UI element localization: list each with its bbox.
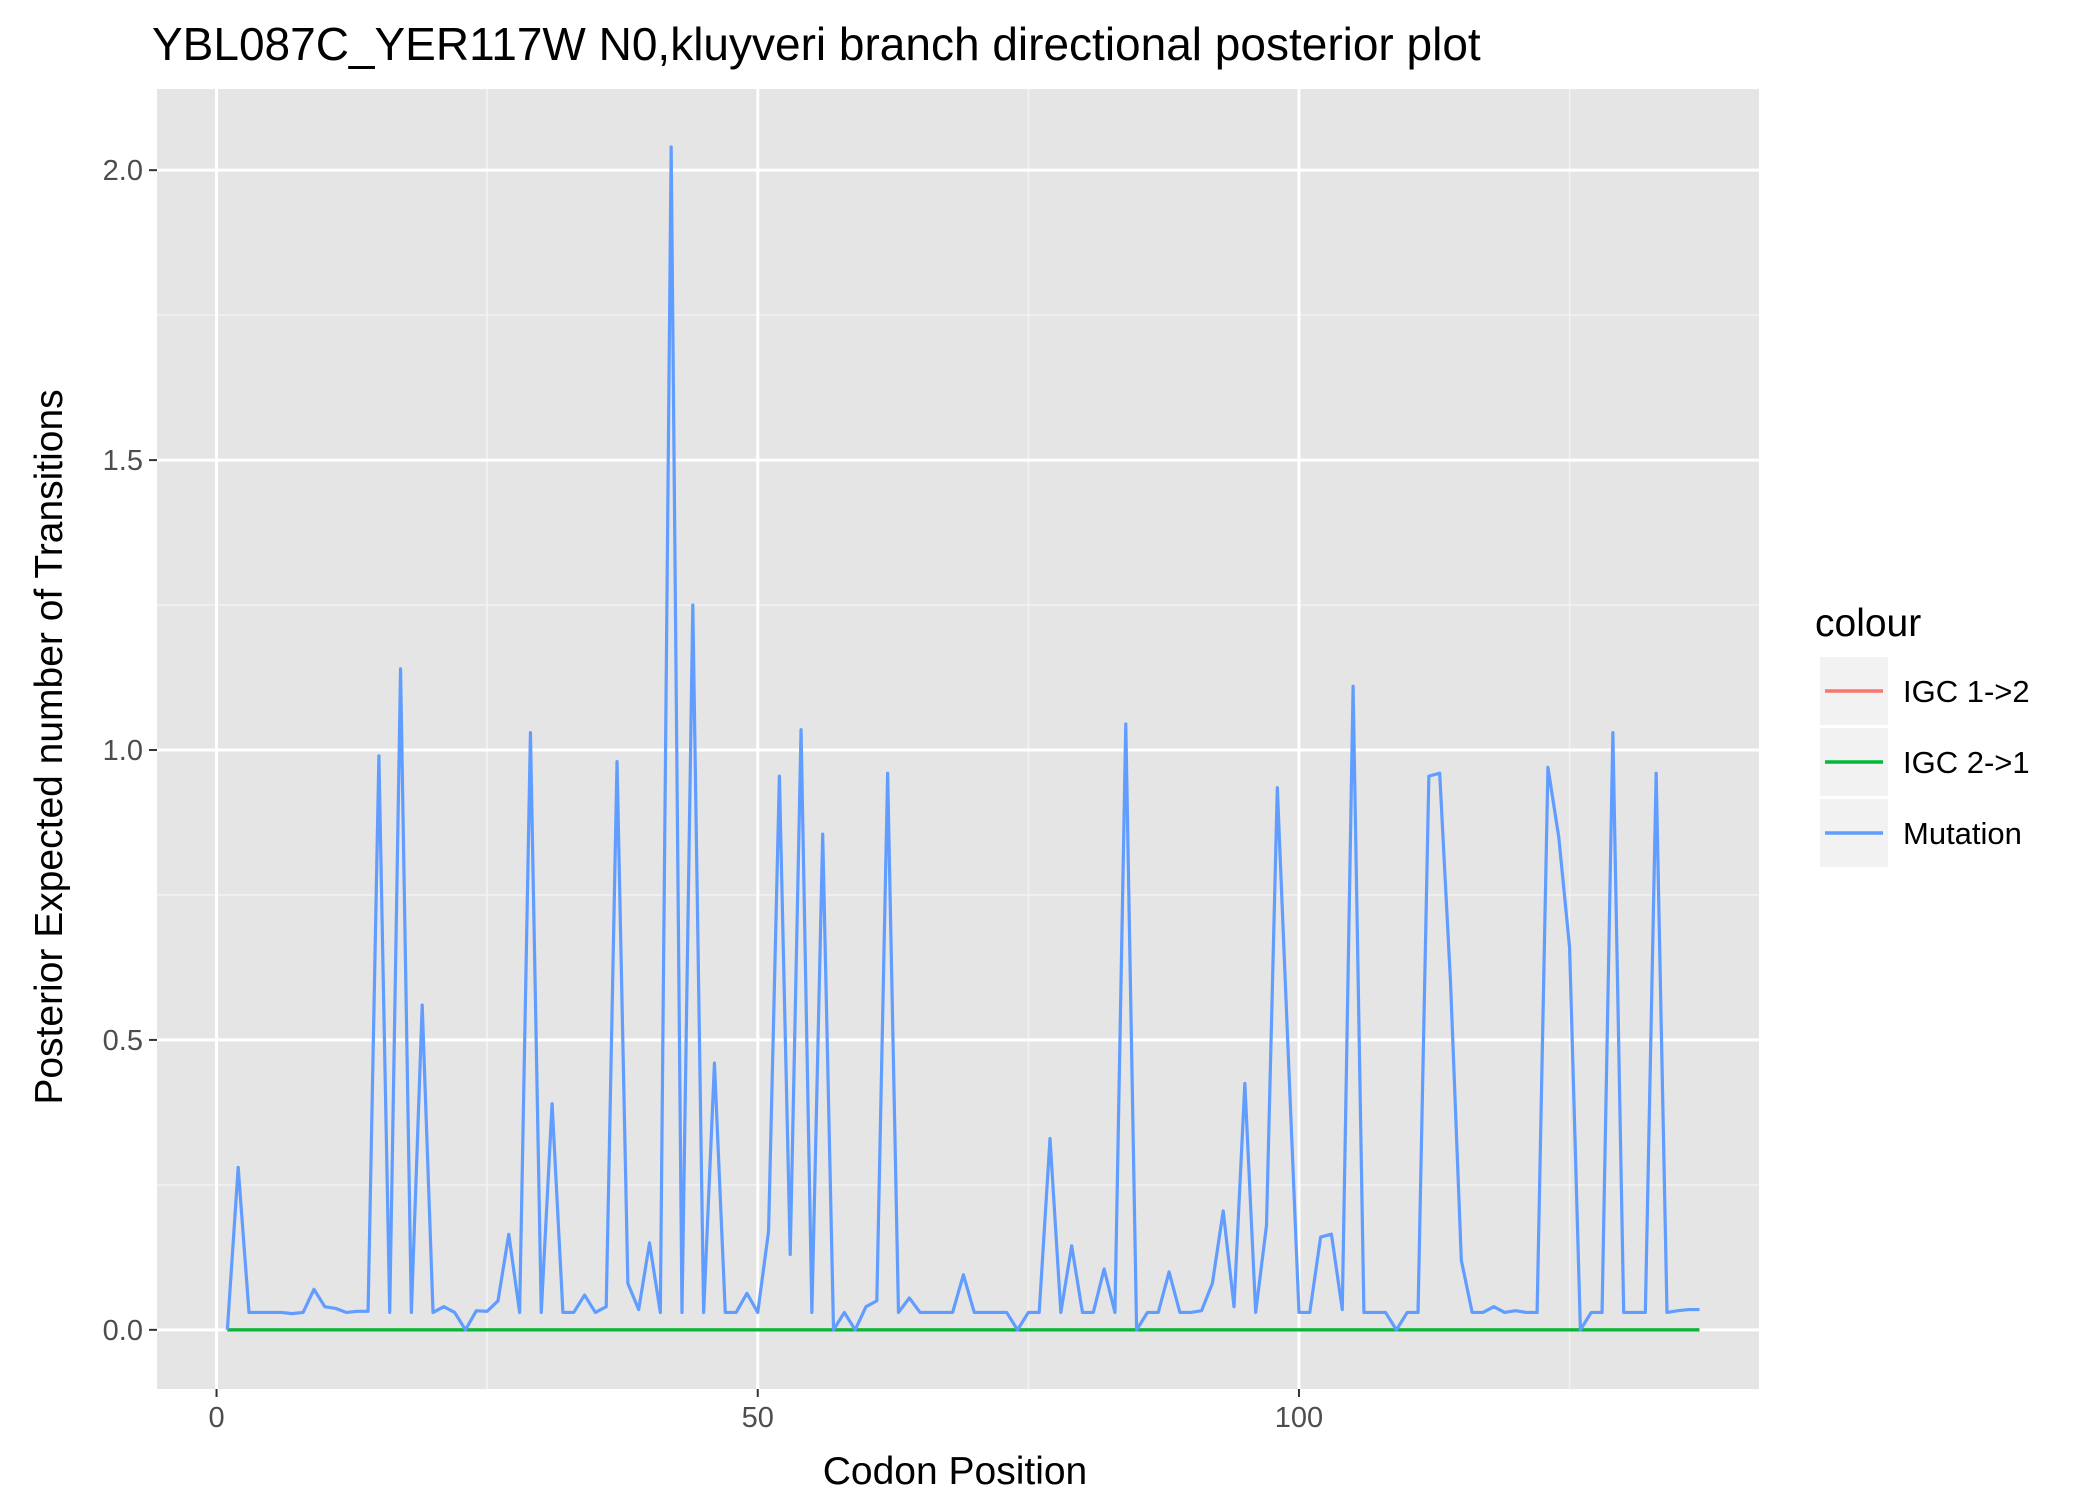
legend-label-igc-1-2: IGC 1->2: [1903, 674, 2030, 709]
y-tick-label: 2.0: [103, 155, 143, 187]
legend-label-mutation: Mutation: [1903, 816, 2022, 851]
legend-title: colour: [1815, 602, 1921, 645]
x-tick-label: 100: [1275, 1402, 1323, 1434]
y-tick-label: 0.5: [103, 1025, 143, 1057]
chart-title: YBL087C_YER117W N0,kluyveri branch direc…: [152, 18, 1481, 70]
legend: colour IGC 1->2 IGC 2->1 Mutation: [1815, 602, 2030, 867]
y-tick-label: 1.0: [103, 735, 143, 767]
y-tick-label: 1.5: [103, 445, 143, 477]
x-axis-label: Codon Position: [823, 1450, 1088, 1493]
y-tick-label: 0.0: [103, 1315, 143, 1347]
plot-panel: [157, 89, 1759, 1389]
x-tick-label: 0: [208, 1402, 224, 1434]
series-line-mutation: [225, 145, 1700, 1332]
y-axis-label: Posterior Expected number of Transitions: [28, 389, 71, 1104]
x-tick-label: 50: [742, 1402, 774, 1434]
legend-label-igc-2-1: IGC 2->1: [1903, 745, 2030, 780]
